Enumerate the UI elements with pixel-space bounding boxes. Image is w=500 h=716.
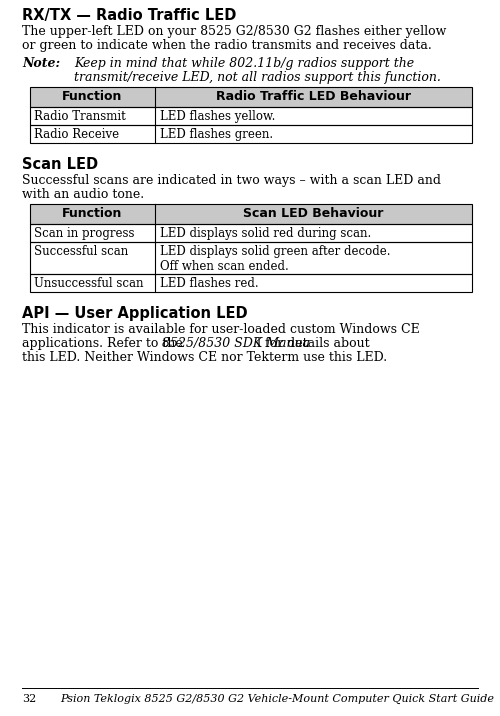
Text: Note:: Note: — [22, 57, 60, 70]
Bar — [30, 107, 472, 125]
Text: this LED. Neither Windows CE nor Tekterm use this LED.: this LED. Neither Windows CE nor Tekterm… — [22, 351, 387, 364]
Text: Unsuccessful scan: Unsuccessful scan — [34, 277, 144, 290]
Text: with an audio tone.: with an audio tone. — [22, 188, 144, 201]
Text: LED flashes red.: LED flashes red. — [160, 277, 258, 290]
Text: This indicator is available for user-loaded custom Windows CE: This indicator is available for user-loa… — [22, 323, 420, 336]
Text: RX/TX — Radio Traffic LED: RX/TX — Radio Traffic LED — [22, 8, 236, 23]
Text: Psion Teklogix 8525 G2/8530 G2 Vehicle-Mount Computer Quick Start Guide: Psion Teklogix 8525 G2/8530 G2 Vehicle-M… — [60, 694, 494, 704]
Bar — [30, 125, 472, 143]
Text: The upper-left LED on your 8525 G2/8530 G2 flashes either yellow: The upper-left LED on your 8525 G2/8530 … — [22, 25, 446, 38]
Text: Radio Receive: Radio Receive — [34, 128, 119, 141]
Bar — [30, 204, 472, 224]
Text: Radio Transmit: Radio Transmit — [34, 110, 126, 123]
Text: LED displays solid green after decode.
Off when scan ended.: LED displays solid green after decode. O… — [160, 245, 390, 273]
Bar — [30, 274, 472, 292]
Text: 32: 32 — [22, 694, 36, 704]
Bar — [30, 242, 472, 274]
Text: Radio Traffic LED Behaviour: Radio Traffic LED Behaviour — [216, 90, 411, 103]
Text: Function: Function — [62, 90, 122, 103]
Text: Successful scans are indicated in two ways – with a scan LED and: Successful scans are indicated in two wa… — [22, 174, 441, 187]
Text: Scan LED Behaviour: Scan LED Behaviour — [244, 207, 384, 220]
Text: applications. Refer to the: applications. Refer to the — [22, 337, 187, 350]
Text: API — User Application LED: API — User Application LED — [22, 306, 248, 321]
Bar — [30, 87, 472, 107]
Text: Successful scan: Successful scan — [34, 245, 128, 258]
Text: LED flashes green.: LED flashes green. — [160, 128, 273, 141]
Text: 8525/8530 SDK Manua: 8525/8530 SDK Manua — [162, 337, 310, 350]
Text: transmit/receive LED, not all radios support this function.: transmit/receive LED, not all radios sup… — [74, 71, 441, 84]
Text: Keep in mind that while 802.11b/g radios support the: Keep in mind that while 802.11b/g radios… — [74, 57, 414, 70]
Text: or green to indicate when the radio transmits and receives data.: or green to indicate when the radio tran… — [22, 39, 432, 52]
Text: Scan LED: Scan LED — [22, 157, 98, 172]
Text: l for details about: l for details about — [257, 337, 370, 350]
Text: Scan in progress: Scan in progress — [34, 227, 134, 240]
Text: Function: Function — [62, 207, 122, 220]
Text: LED displays solid red during scan.: LED displays solid red during scan. — [160, 227, 371, 240]
Text: LED flashes yellow.: LED flashes yellow. — [160, 110, 276, 123]
Bar — [30, 224, 472, 242]
